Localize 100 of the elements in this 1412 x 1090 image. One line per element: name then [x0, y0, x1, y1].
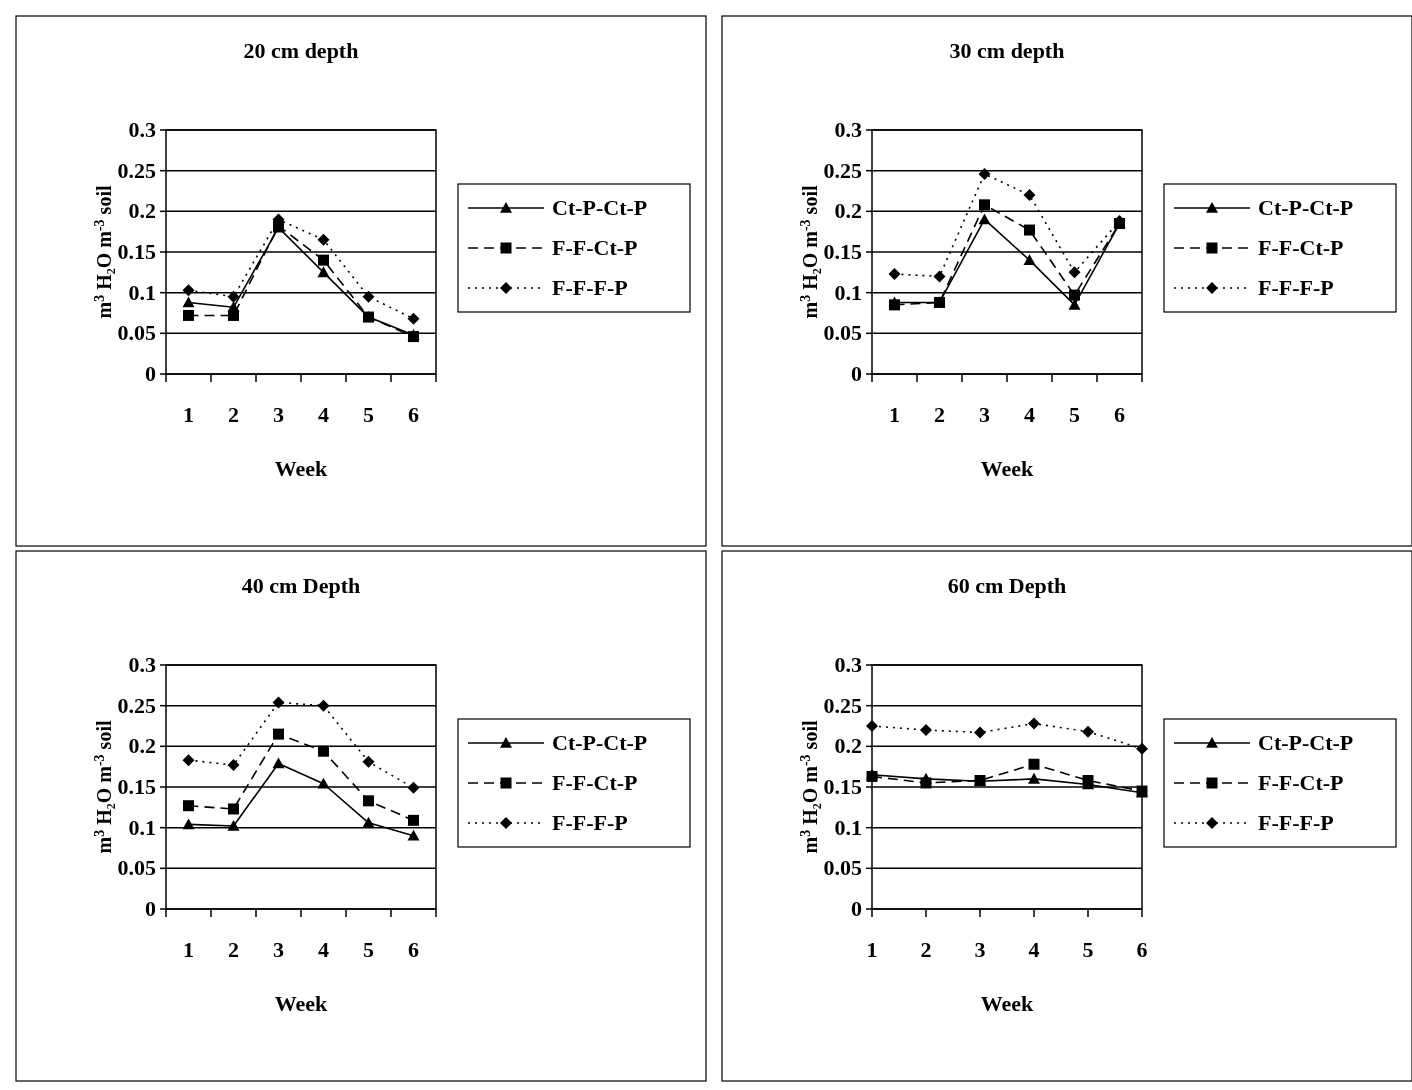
legend-label: Ct-P-Ct-P [552, 195, 648, 220]
y-tick-label: 0 [851, 896, 862, 921]
point [1082, 725, 1094, 738]
point [1028, 717, 1040, 730]
point [933, 270, 946, 283]
x-axis-title: Week [274, 991, 329, 1016]
point [920, 777, 932, 789]
point [1082, 774, 1094, 786]
legend-label: F-F-Ct-P [552, 235, 638, 260]
legend-label: F-F-Ct-P [1258, 770, 1344, 795]
x-tick-label: 2 [934, 402, 945, 427]
point [407, 312, 420, 325]
y-tick-label: 0 [851, 361, 862, 386]
point [318, 745, 329, 757]
y-tick-label: 0.15 [117, 239, 156, 264]
point [182, 754, 195, 767]
point [934, 296, 945, 308]
y-tick-label: 0.25 [117, 692, 156, 718]
point [1024, 224, 1035, 236]
legend-label: F-F-F-P [552, 810, 628, 835]
point [1023, 189, 1036, 202]
point [228, 803, 239, 815]
point [317, 777, 330, 789]
x-axis-title: Week [980, 456, 1035, 481]
y-tick-label: 0.3 [834, 117, 862, 142]
y-tick-label: 0.1 [128, 279, 156, 305]
x-tick-label: 3 [974, 937, 986, 962]
y-tick-label: 0.05 [823, 855, 862, 881]
point [362, 816, 375, 828]
x-tick-label: 4 [1024, 402, 1035, 427]
point [182, 284, 195, 297]
legend-label: F-F-Ct-P [552, 770, 638, 795]
x-tick-label: 6 [408, 402, 419, 427]
point [1028, 758, 1040, 770]
point [362, 290, 375, 303]
y-tick-label: 0.1 [128, 814, 156, 840]
legend-label: F-F-Ct-P [1258, 235, 1344, 260]
x-tick-label: 6 [1114, 402, 1125, 427]
x-tick-label: 2 [920, 937, 932, 962]
point [183, 800, 194, 812]
x-tick-label: 4 [1028, 937, 1040, 962]
y-tick-label: 0.2 [128, 198, 156, 224]
point [888, 267, 901, 280]
legend-label: Ct-P-Ct-P [1258, 195, 1354, 220]
x-tick-label: 3 [273, 937, 284, 962]
y-tick-label: 0.25 [823, 157, 862, 183]
point [920, 724, 932, 737]
legend-label: Ct-P-Ct-P [1258, 730, 1354, 755]
y-tick-label: 0.3 [128, 117, 156, 142]
chart-title: 30 cm depth [949, 38, 1065, 63]
x-tick-label: 2 [228, 937, 239, 962]
point [1136, 742, 1148, 755]
point [227, 820, 240, 831]
y-tick-label: 0.1 [834, 814, 862, 840]
point [1023, 254, 1036, 265]
point [317, 266, 330, 278]
point [228, 309, 239, 321]
y-tick-label: 0.2 [834, 198, 862, 224]
point [272, 757, 285, 769]
y-tick-label: 0.3 [128, 652, 156, 677]
point [1068, 266, 1081, 279]
y-tick-label: 0.25 [823, 692, 862, 718]
legend-label: F-F-F-P [1258, 275, 1334, 300]
y-tick-label: 0.2 [128, 733, 156, 759]
point [272, 696, 285, 709]
y-tick-label: 0.15 [117, 774, 156, 799]
y-tick-label: 0.3 [834, 652, 862, 677]
y-tick-label: 0 [145, 361, 156, 386]
x-tick-label: 5 [363, 402, 374, 427]
x-tick-label: 3 [273, 402, 284, 427]
y-tick-label: 0.05 [117, 320, 156, 346]
legend-label: Ct-P-Ct-P [552, 730, 648, 755]
point [363, 795, 374, 807]
point [407, 781, 420, 794]
chart-title: 40 cm Depth [241, 573, 361, 598]
point [317, 233, 330, 246]
point [317, 699, 330, 712]
x-tick-label: 1 [866, 937, 878, 962]
x-tick-label: 4 [318, 937, 329, 962]
chart-title: 60 cm Depth [947, 573, 1067, 598]
x-tick-label: 3 [979, 402, 990, 427]
legend-label: F-F-F-P [552, 275, 628, 300]
point [182, 818, 195, 830]
x-tick-label: 5 [1082, 937, 1094, 962]
x-tick-label: 4 [318, 402, 329, 427]
point [1069, 289, 1080, 301]
y-tick-label: 0.05 [823, 320, 862, 346]
point [227, 759, 240, 772]
point [974, 726, 986, 739]
y-tick-label: 0.15 [823, 774, 862, 799]
y-tick-label: 0.2 [834, 733, 862, 759]
point [979, 199, 990, 211]
x-tick-label: 6 [408, 937, 419, 962]
x-tick-label: 2 [228, 402, 239, 427]
x-tick-label: 5 [1069, 402, 1080, 427]
point [227, 290, 240, 303]
point [362, 755, 375, 768]
x-tick-label: 1 [183, 937, 194, 962]
x-tick-label: 5 [363, 937, 374, 962]
chart-title: 20 cm depth [243, 38, 359, 63]
